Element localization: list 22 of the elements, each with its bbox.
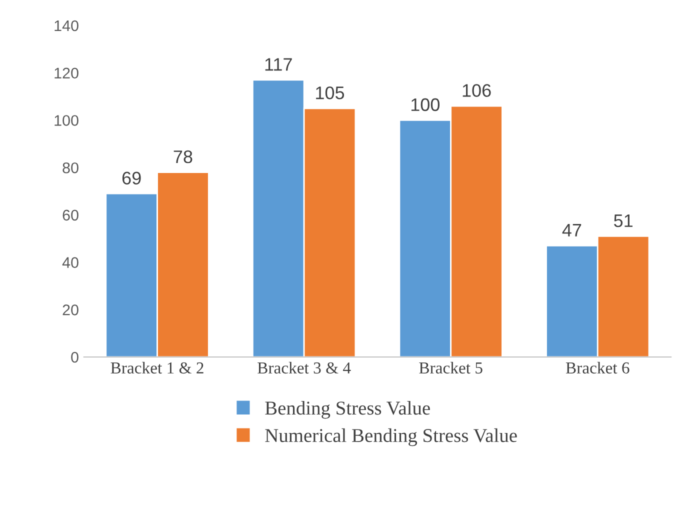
x-tick-label: Bracket 5 xyxy=(419,362,482,374)
x-tick-label: Bracket 3 & 4 xyxy=(258,362,351,374)
y-tick-label: 80 xyxy=(62,162,78,174)
y-tick-label: 100 xyxy=(54,115,78,126)
data-label: 69 xyxy=(122,172,141,184)
data-label: 117 xyxy=(265,58,292,71)
data-label: 105 xyxy=(316,86,344,100)
y-tick-label: 140 xyxy=(54,20,78,32)
data-label: 100 xyxy=(411,98,440,112)
data-label: 51 xyxy=(614,214,632,228)
y-tick-label: 40 xyxy=(62,257,78,268)
data-label: 78 xyxy=(174,150,192,164)
legend-label: Numerical Bending Stress Value xyxy=(265,428,517,446)
y-tick-label: 20 xyxy=(62,304,78,316)
x-tick-label: Bracket 6 xyxy=(566,362,630,374)
y-tick-label: 60 xyxy=(62,210,78,221)
y-tick-label: 120 xyxy=(54,68,78,79)
y-tick-label: 0 xyxy=(71,352,78,363)
data-label: 47 xyxy=(562,224,582,236)
x-tick-label: Bracket 1 & 2 xyxy=(110,362,204,374)
legend-label: Bending Stress Value xyxy=(265,401,430,419)
data-label: 106 xyxy=(462,84,491,97)
